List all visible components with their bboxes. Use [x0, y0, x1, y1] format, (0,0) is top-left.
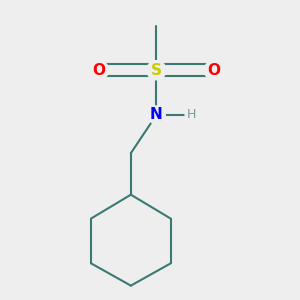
Circle shape	[89, 61, 109, 80]
Text: H: H	[187, 108, 196, 122]
Text: O: O	[92, 63, 105, 78]
Text: O: O	[207, 63, 220, 78]
Text: N: N	[150, 107, 163, 122]
Text: S: S	[151, 63, 162, 78]
Circle shape	[185, 109, 198, 121]
Circle shape	[147, 61, 166, 80]
Circle shape	[204, 61, 224, 80]
Circle shape	[147, 106, 165, 124]
